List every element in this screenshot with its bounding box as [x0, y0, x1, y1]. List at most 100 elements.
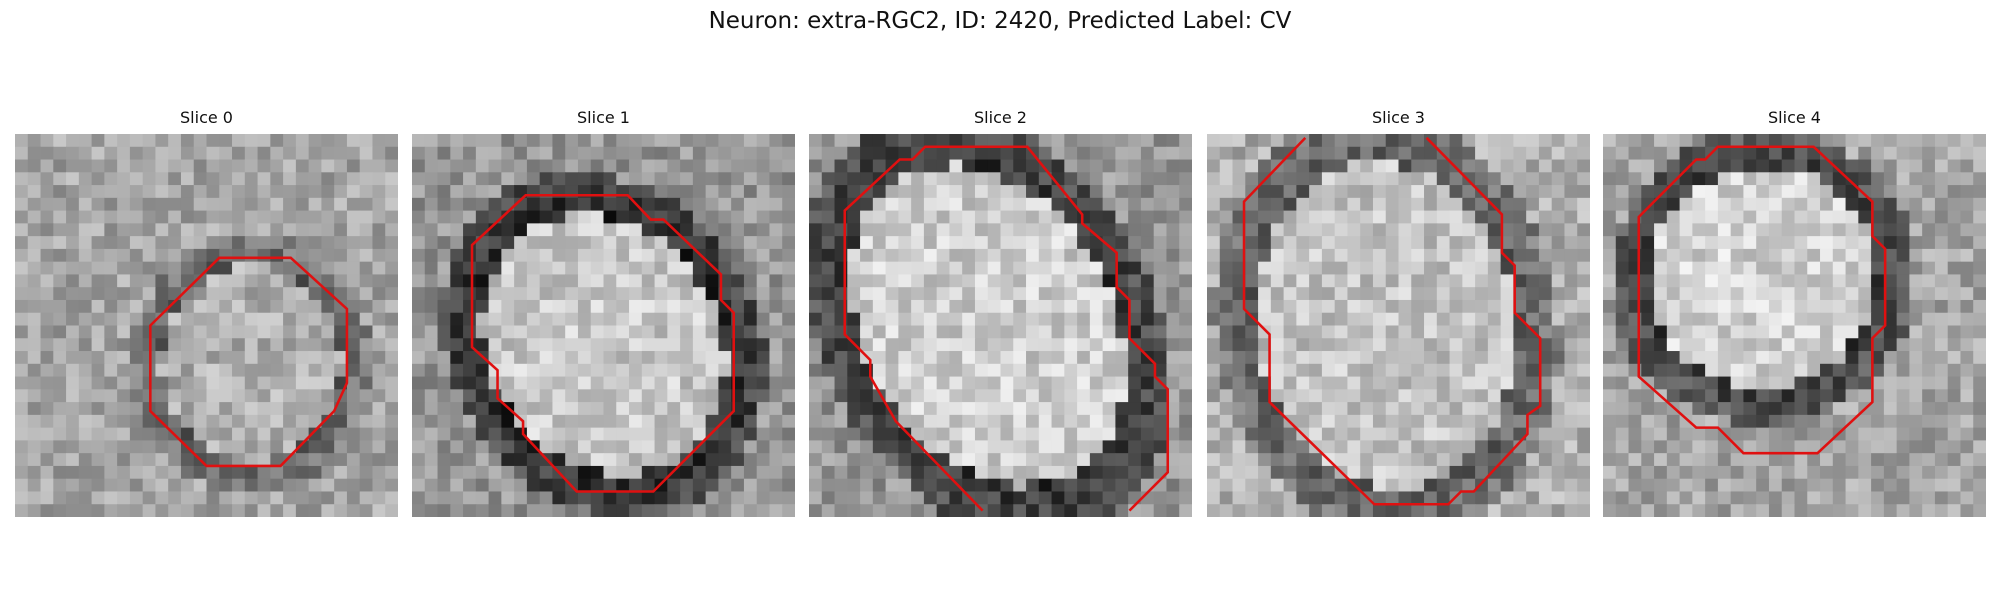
pixel	[680, 376, 694, 390]
pixel	[885, 427, 899, 441]
pixel	[1705, 440, 1719, 454]
pixel	[1462, 465, 1476, 480]
pixel	[1000, 159, 1014, 173]
pixel	[1934, 159, 1949, 173]
pixel	[514, 223, 528, 237]
pixel	[923, 210, 938, 224]
pixel	[1487, 197, 1502, 212]
pixel	[539, 351, 553, 365]
pixel	[911, 491, 925, 505]
pixel	[1820, 287, 1834, 301]
pixel	[809, 210, 823, 224]
pixel	[129, 504, 144, 517]
pixel	[1768, 351, 1783, 365]
pixel	[667, 287, 681, 301]
pixel	[590, 325, 605, 339]
pixel	[1845, 376, 1859, 390]
pixel	[501, 159, 515, 173]
pixel	[692, 261, 707, 275]
pixel	[53, 363, 67, 378]
pixel	[821, 185, 836, 199]
pixel	[987, 287, 1002, 301]
pixel	[629, 159, 643, 173]
pixel	[372, 299, 386, 314]
pixel	[1026, 465, 1040, 480]
pixel	[1871, 453, 1885, 467]
pixel	[1883, 159, 1898, 173]
pixel	[1743, 299, 1757, 314]
pixel	[1347, 274, 1361, 288]
pixel	[1089, 312, 1104, 327]
pixel	[680, 478, 694, 492]
pixel	[78, 261, 93, 275]
pixel	[667, 363, 681, 378]
pixel	[1245, 402, 1259, 416]
pixel	[1679, 159, 1693, 173]
pixel	[1947, 478, 1961, 492]
pixel	[27, 376, 42, 390]
pixel	[91, 172, 105, 186]
pixel	[15, 491, 29, 505]
pixel	[1922, 363, 1936, 378]
pixel	[898, 389, 912, 403]
pixel	[372, 248, 386, 263]
pixel	[1513, 376, 1527, 390]
pixel	[821, 427, 836, 441]
pixel	[769, 299, 783, 314]
pixel	[1781, 440, 1796, 454]
pixel	[232, 287, 246, 301]
pixel	[667, 427, 681, 441]
pixel	[1153, 261, 1167, 275]
pixel	[1768, 338, 1783, 352]
pixel	[1934, 504, 1949, 517]
pixel	[1140, 287, 1155, 301]
pixel	[424, 236, 439, 250]
pixel	[1436, 363, 1451, 378]
pixel	[1462, 146, 1476, 161]
pixel	[475, 389, 490, 403]
pixel	[898, 465, 912, 480]
pixel	[539, 402, 553, 416]
pixel	[244, 338, 259, 352]
pixel	[1258, 478, 1272, 492]
pixel	[1038, 478, 1053, 492]
pixel	[117, 351, 131, 365]
pixel	[1411, 274, 1425, 288]
pixel	[1934, 414, 1949, 429]
pixel	[1743, 414, 1757, 429]
pixel	[1615, 453, 1630, 467]
pixel	[1166, 210, 1180, 224]
pixel	[283, 491, 297, 505]
pixel	[1207, 491, 1221, 505]
pixel	[1102, 134, 1116, 148]
pixel	[1102, 185, 1116, 199]
pixel	[1424, 414, 1438, 429]
pixel	[1973, 351, 1986, 365]
pixel	[321, 146, 335, 161]
pixel	[1654, 197, 1668, 212]
pixel	[412, 363, 426, 378]
pixel	[1038, 185, 1053, 199]
pixel	[1436, 299, 1451, 314]
pixel	[1385, 504, 1400, 517]
pixel	[923, 236, 938, 250]
pixel	[1832, 312, 1847, 327]
pixel	[91, 261, 105, 275]
pixel	[1973, 146, 1986, 161]
pixel	[1628, 491, 1642, 505]
pixel	[834, 146, 848, 161]
pixel	[680, 146, 694, 161]
slice-image	[1603, 134, 1986, 517]
pixel	[1411, 185, 1425, 199]
pixel	[1270, 287, 1285, 301]
pixel	[962, 440, 976, 454]
pixel	[1283, 376, 1297, 390]
pixel	[860, 465, 874, 480]
pixel	[1500, 287, 1514, 301]
pixel	[1372, 185, 1387, 199]
pixel	[552, 338, 566, 352]
pixel	[654, 134, 668, 148]
pixel	[680, 197, 694, 212]
pixel	[1436, 427, 1451, 441]
pixel	[923, 287, 938, 301]
